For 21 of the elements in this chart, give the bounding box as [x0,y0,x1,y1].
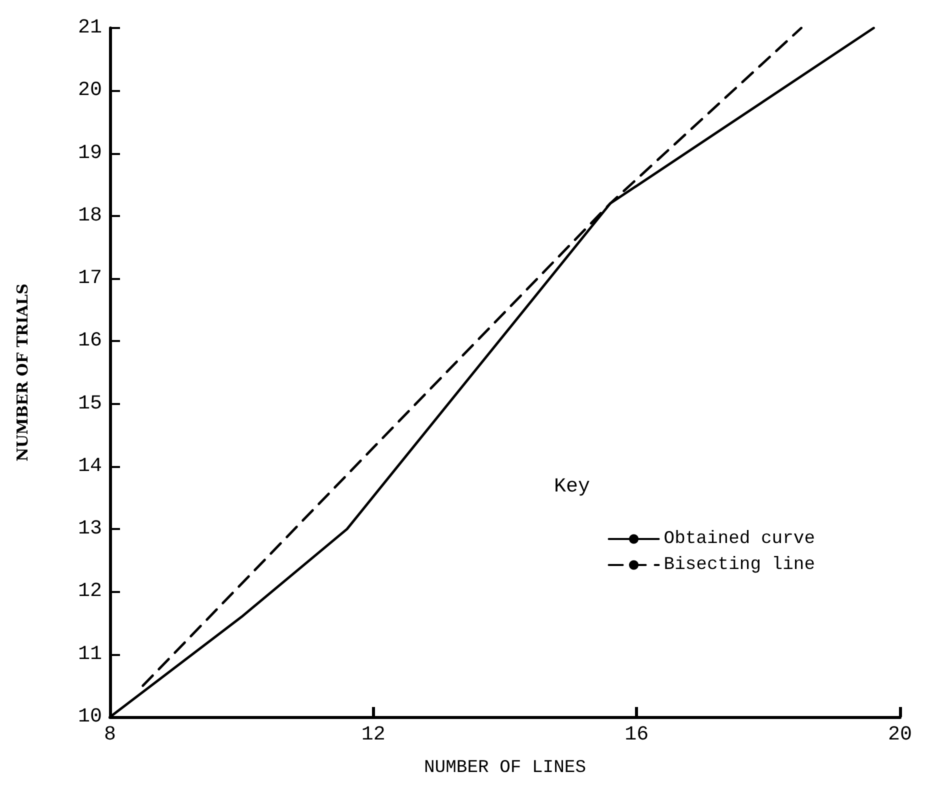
legend-title: Key [554,476,590,498]
y-axis-title: NUMBER OF TRIALS [14,284,32,462]
y-tick-label: 16 [78,330,102,353]
x-tick-label: 8 [104,724,116,746]
legend-label: Bisecting line [664,555,816,575]
x-tick-label: 16 [624,724,649,746]
legend-label: Obtained curve [664,529,816,549]
y-tick-label: 19 [78,142,102,165]
x-axis-title: NUMBER OF LINES [424,758,586,778]
y-tick-label: 17 [78,267,102,290]
y-tick-label: 12 [78,580,102,604]
y-tick-label: 21 [78,16,102,40]
y-tick-label: 14 [78,454,102,478]
y-tick-label: 15 [78,392,102,416]
x-tick-label: 12 [361,724,386,746]
y-tick-label: 11 [78,642,102,666]
y-tick-label: 18 [78,204,102,228]
y-tick-label: 10 [78,706,102,728]
x-tick-label: 20 [888,724,912,746]
y-tick-label: 20 [78,79,102,102]
y-tick-label: 13 [78,518,102,541]
